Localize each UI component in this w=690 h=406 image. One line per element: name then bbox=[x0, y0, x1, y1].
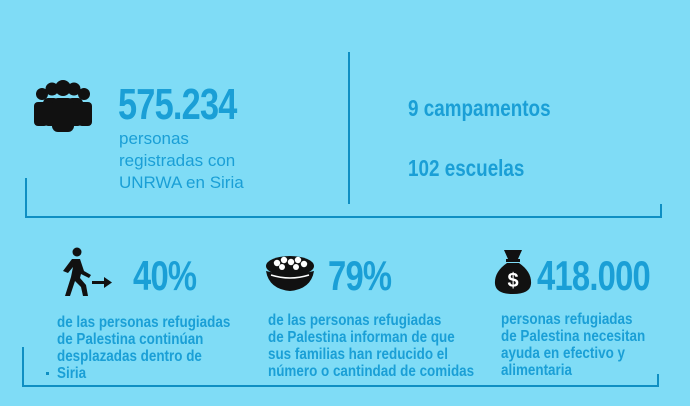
top-frame-bottom bbox=[25, 216, 662, 218]
stat-value-meals: 79% bbox=[328, 252, 392, 299]
stat-text-displaced-line-4: Siria bbox=[57, 365, 87, 382]
bottom-frame-left bbox=[22, 347, 24, 387]
stat-text-aid-line-1: personas refugiadas bbox=[501, 311, 633, 328]
stat-text-aid-line-4: alimentaria bbox=[501, 362, 572, 379]
stat-text-displaced-line-2: de Palestina continúan bbox=[57, 331, 204, 348]
svg-text:$: $ bbox=[507, 270, 518, 292]
bottom-frame-right bbox=[657, 374, 659, 387]
stat-text-aid-line-3: ayuda en efectivo y bbox=[501, 345, 626, 362]
camps-count: 9 campamentos bbox=[408, 95, 551, 121]
stat-text-meals-line-2: de Palestina informan de que bbox=[268, 329, 455, 346]
walking-person-arrow-icon bbox=[58, 247, 116, 297]
small-dot bbox=[46, 372, 49, 375]
stat-value-displaced: 40% bbox=[133, 252, 197, 299]
money-bag-icon: $ bbox=[492, 248, 534, 296]
people-group-icon bbox=[31, 80, 95, 132]
registered-text-line-1: personas bbox=[119, 129, 189, 148]
stat-value-aid: 418.000 bbox=[537, 252, 651, 299]
top-frame-left bbox=[25, 178, 27, 218]
stat-text-meals-line-3: sus familias han reducido el bbox=[268, 346, 449, 363]
stat-text-meals-line-1: de las personas refugiadas bbox=[268, 312, 442, 329]
stat-text-meals-line-4: número o cantindad de comidas bbox=[268, 363, 475, 380]
stat-text-aid-line-2: de Palestina necesitan bbox=[501, 328, 646, 345]
schools-count: 102 escuelas bbox=[408, 155, 525, 181]
stat-text-displaced-line-1: de las personas refugiadas bbox=[57, 314, 231, 331]
registered-number: 575.234 bbox=[118, 80, 237, 129]
stat-text-displaced-line-3: desplazadas dentro de bbox=[57, 348, 202, 365]
registered-text-line-3: UNRWA en Siria bbox=[119, 173, 244, 192]
food-bowl-icon bbox=[263, 251, 317, 295]
bottom-frame-bottom bbox=[22, 385, 659, 387]
top-frame-right bbox=[660, 204, 662, 218]
registered-text-line-2: registradas con bbox=[119, 151, 236, 170]
top-divider-vertical bbox=[348, 52, 350, 204]
